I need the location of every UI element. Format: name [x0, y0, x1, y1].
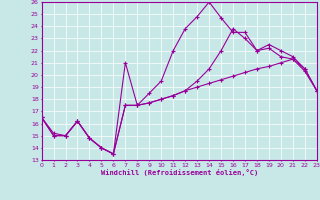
X-axis label: Windchill (Refroidissement éolien,°C): Windchill (Refroidissement éolien,°C) — [100, 169, 258, 176]
